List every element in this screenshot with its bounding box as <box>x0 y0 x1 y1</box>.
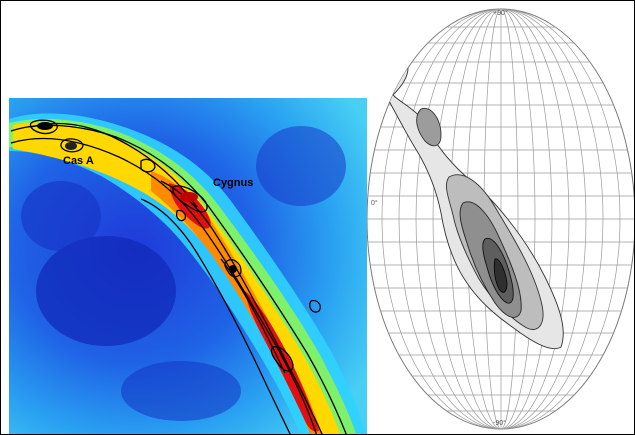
label-cygnus: Cygnus <box>213 177 253 189</box>
label-cas-a: Cas A <box>63 155 94 167</box>
tick-top: +90° <box>493 9 508 17</box>
projection-grid: +90° 0° -90° <box>353 9 635 429</box>
tick-bottom: -90° <box>493 419 506 427</box>
heatmap-panel: Cas A Cygnus <box>9 98 367 435</box>
tick-left: 0° <box>371 199 378 207</box>
